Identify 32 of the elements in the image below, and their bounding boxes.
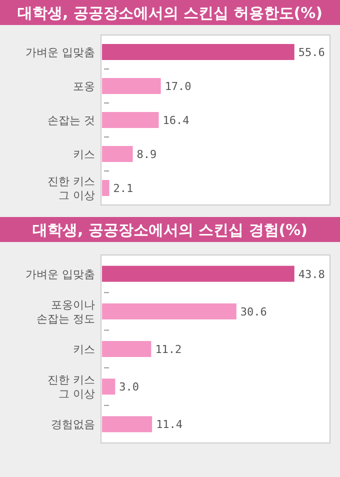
data-label: 11.2 [155,343,182,356]
y-tick-label: 진한 키스 그 이상 [48,374,95,401]
y-tick-label: 경험없음 [51,418,95,432]
chart-title: 대학생, 공공장소에서의 스킨십 허용한도(%) [17,4,323,22]
bar [102,416,152,432]
bar [102,180,110,196]
data-label: 30.6 [240,305,267,318]
y-tick-label: 포옹 [73,80,95,93]
bar [102,146,133,162]
y-tick-label: 키스 [73,148,95,161]
data-label: 2.1 [113,182,134,195]
data-label: 43.8 [298,268,325,281]
bar [102,266,294,282]
data-label: 16.4 [162,114,190,127]
bar [102,112,159,128]
data-label: 11.4 [156,418,183,432]
bar [102,303,236,320]
chart-title: 대학생, 공공장소에서의 스킨십 경험(%) [32,221,308,239]
data-label: 55.6 [298,46,325,59]
y-tick-label: 가벼운 입맞춤 [26,268,95,281]
bar [102,78,161,94]
data-label: 17.0 [164,80,192,93]
bar [102,44,294,60]
y-tick-label: 포옹이나 손잡는 정도 [36,298,95,326]
y-tick-label: 손잡는 것 [48,114,95,127]
bar [102,341,152,357]
y-tick-label: 가벼운 입맞춤 [26,46,95,59]
y-tick-label: 키스 [73,343,95,356]
data-label: 3.0 [119,380,140,394]
data-label: 8.9 [136,148,157,161]
bar [102,378,116,395]
y-tick-label: 진한 키스 그 이상 [48,175,95,202]
